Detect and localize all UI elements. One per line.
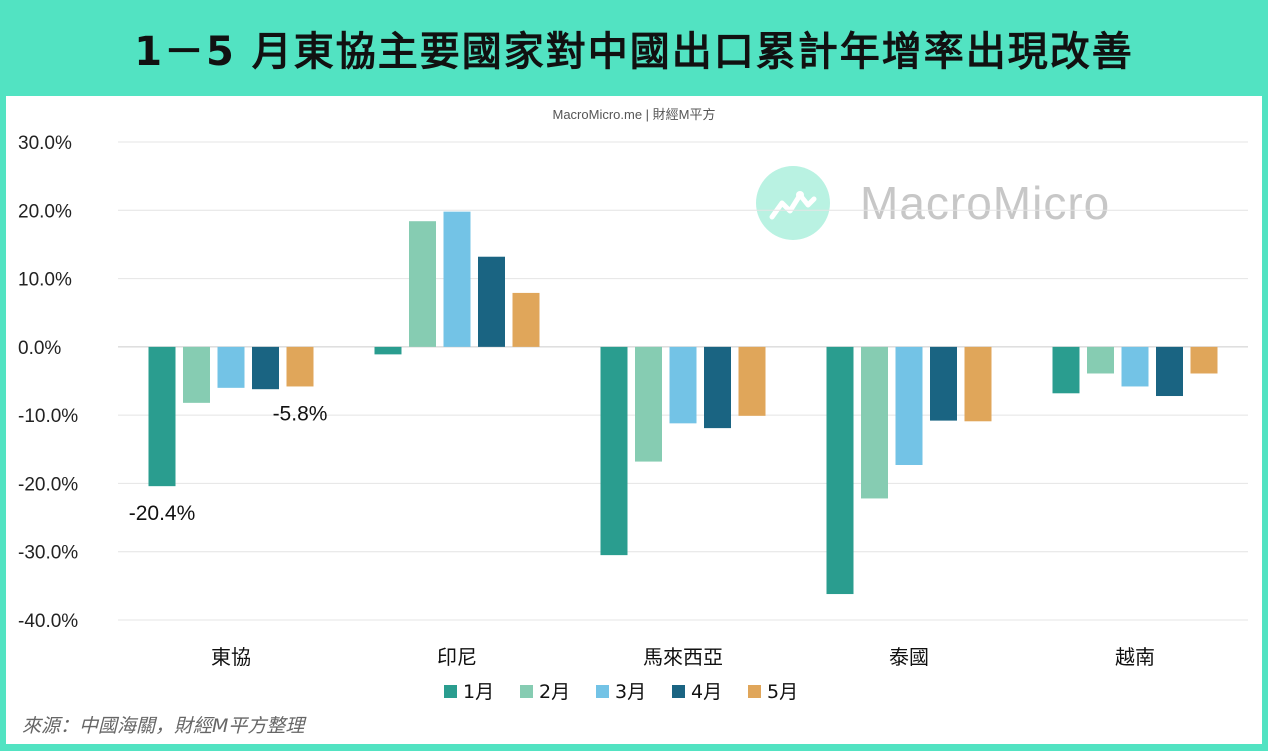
y-tick-label: -20.0% [18,474,78,495]
legend-swatch [596,685,609,698]
legend-swatch [444,685,457,698]
legend-swatch [748,685,761,698]
y-tick-label: 20.0% [18,201,72,222]
bar-3月 [895,346,923,465]
data-label: -20.4% [129,502,196,525]
bar-1月 [148,346,176,487]
y-tick-label: 10.0% [18,270,72,291]
legend-label: 3月 [615,681,646,703]
chart-panel: MacroMicro.me | 財經M平方 MacroMicro 30.0% 20… [6,96,1262,744]
bar-5月 [964,346,992,422]
bar-3月 [669,346,697,424]
bar-chart: 30.0% 20.0% 10.0% 0.0% -10.0% -20.0% -30.0% -40… [18,133,1248,703]
source-label: MacroMicro.me | 財經M平方 [552,107,716,122]
y-tick-label: 0.0% [18,338,61,359]
bar-2月 [635,346,662,462]
data-label: -5.8% [273,402,328,425]
x-tick-label: 東協 [211,645,251,669]
legend-label: 4月 [691,681,722,703]
legend-swatch [672,685,685,698]
y-tick-label: 30.0% [18,133,72,154]
bar-2月 [861,346,888,499]
bar-1月 [826,346,854,595]
watermark-text: MacroMicro [860,177,1111,229]
bar-1月 [374,346,402,355]
bar-4月 [704,346,731,429]
bar-3月 [1121,346,1149,387]
x-tick-label: 馬來西亞 [643,645,723,669]
legend-label: 5月 [767,681,798,703]
bar-1月 [600,346,628,556]
y-tick-label: -40.0% [18,611,78,632]
bar-4月 [1156,346,1183,397]
legend-swatch [520,685,533,698]
bar-5月 [286,346,314,387]
x-tick-label: 印尼 [437,645,477,669]
y-tick-label: -30.0% [18,543,78,564]
bar-4月 [930,346,957,421]
chart-line-icon [756,166,830,240]
y-tick-label: -10.0% [18,406,78,427]
chart-title: 1－5 月東協主要國家對中國出口累計年增率出現改善 [134,29,1134,75]
bar-1月 [1052,346,1080,394]
x-tick-label: 泰國 [889,645,929,669]
bar-5月 [1190,346,1218,374]
bar-4月 [252,346,279,390]
legend-label: 1月 [463,681,494,703]
watermark: MacroMicro [756,166,1110,240]
bar-4月 [478,256,505,347]
bar-5月 [512,292,540,347]
bar-3月 [443,211,471,347]
bar-5月 [738,346,766,416]
bar-2月 [183,346,210,403]
bar-2月 [1087,346,1114,374]
bar-3月 [217,346,245,388]
x-tick-label: 越南 [1115,645,1155,669]
legend-label: 2月 [539,681,570,703]
footnote: 來源：中國海關，財經M平方整理 [22,715,305,737]
bar-2月 [409,221,436,347]
